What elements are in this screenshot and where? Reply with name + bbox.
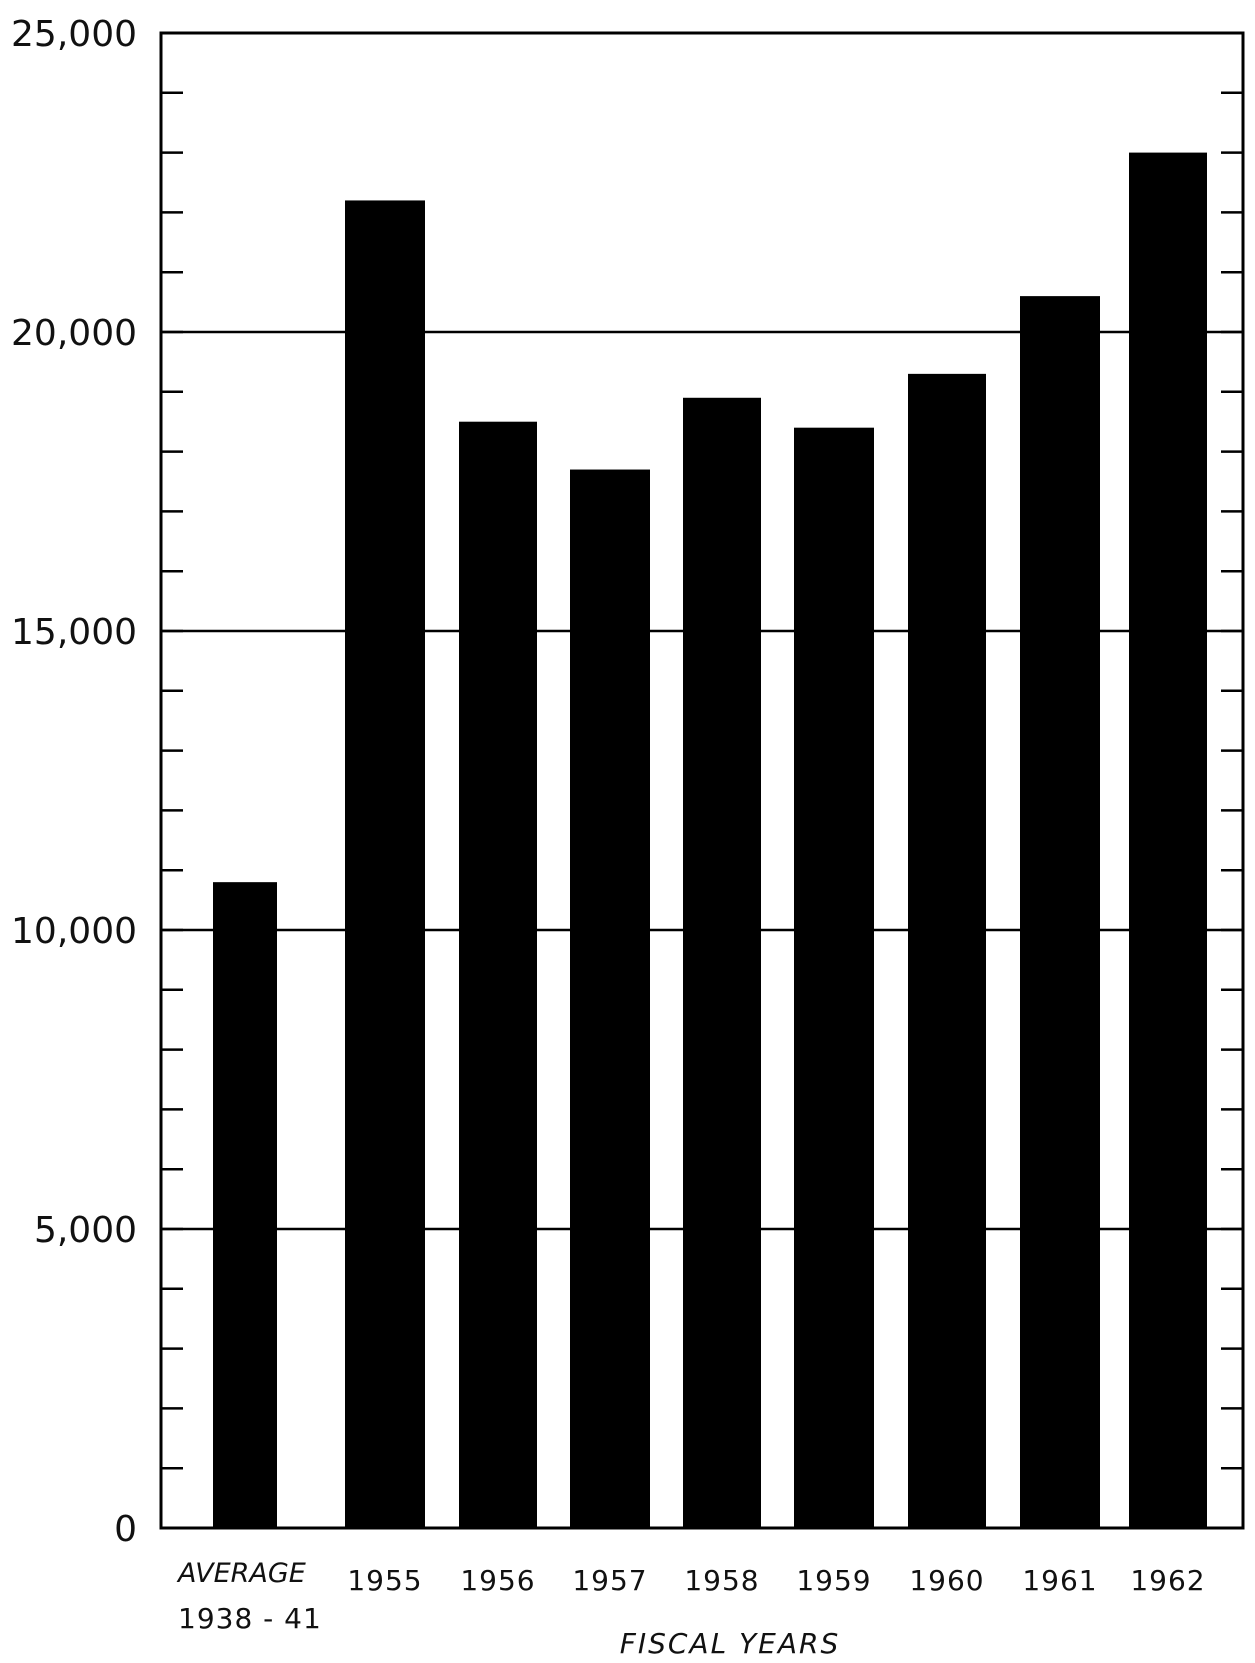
x-tick-label: 1938 - 41 [178,1602,322,1635]
bar [213,882,277,1528]
bar [908,373,986,1528]
bar [683,397,761,1528]
x-tick-label: 1955 [347,1564,422,1597]
x-tick-label: 1962 [1130,1564,1205,1597]
bar [570,469,650,1528]
bars [213,152,1207,1529]
x-tick-label: AVERAGE [176,1558,306,1589]
y-tick-label: 5,000 [34,1210,137,1251]
y-tick-label: 0 [114,1509,137,1550]
bar [1129,152,1207,1529]
x-tick-labels: AVERAGE 1938 - 41 1955 1956 1957 1958 1959 1960… [176,1558,1205,1635]
y-tick-label: 10,000 [11,911,137,952]
y-tick-label: 15,000 [11,612,137,653]
y-tick-label: 25,000 [11,14,137,55]
x-tick-label: 1957 [572,1564,647,1597]
y-ticks [161,91,1243,1470]
x-tick-label: 1956 [460,1564,535,1597]
x-tick-label: 1960 [909,1564,984,1597]
x-tick-label: 1958 [684,1564,759,1597]
x-tick-label: 1959 [796,1564,871,1597]
bar [345,200,425,1529]
y-tick-labels: 0 5,000 10,000 15,000 20,000 25,000 [11,14,137,1550]
x-axis-title: FISCAL YEARS [620,1627,841,1660]
bar [1020,296,1100,1528]
bar [794,427,874,1529]
x-tick-label: 1961 [1022,1564,1097,1597]
y-tick-label: 20,000 [11,313,137,354]
bar [459,421,537,1529]
